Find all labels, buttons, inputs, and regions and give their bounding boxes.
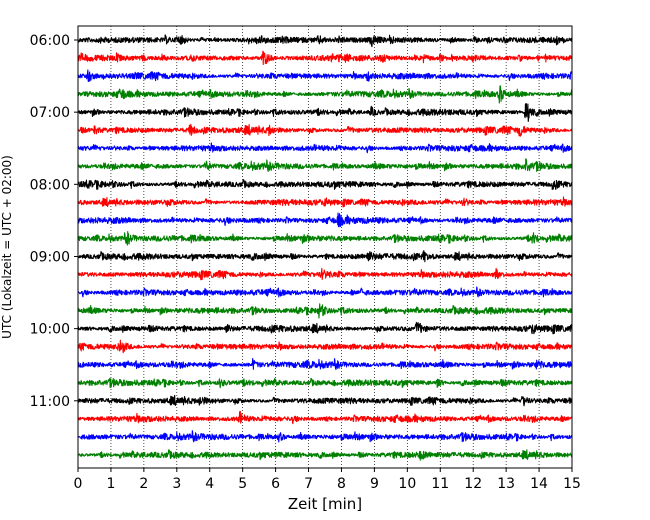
- trace-1130: [77, 430, 573, 443]
- x-tick-label-14: 14: [530, 476, 548, 492]
- x-axis: 0 1 2 3 4 5 6 7 8 9 10 11 12 13 14 15: [74, 468, 581, 492]
- x-tick-label-10: 10: [398, 476, 416, 492]
- y-tick-label-3: 09:00: [30, 249, 70, 265]
- y-axis-label: UTC (Lokalzeit = UTC + 02:00): [0, 155, 14, 339]
- trace-0945: [77, 303, 573, 319]
- y-tick-label-1: 07:00: [30, 105, 70, 121]
- trace-0815: [77, 196, 573, 208]
- x-tick-label-3: 3: [172, 476, 181, 492]
- x-tick-label-2: 2: [139, 476, 148, 492]
- y-tick-label-0: 06:00: [30, 33, 70, 49]
- x-tick-label-1: 1: [106, 476, 115, 492]
- trace-0700: [77, 103, 573, 122]
- trace-0900: [77, 250, 573, 263]
- x-tick-label-15: 15: [563, 476, 581, 492]
- trace-0715: [77, 123, 573, 137]
- x-tick-label-7: 7: [304, 476, 313, 492]
- plot-frame: [77, 25, 573, 469]
- trace-0630: [77, 69, 573, 82]
- y-tick-label-2: 08:00: [30, 177, 70, 193]
- trace-0845: [77, 230, 573, 246]
- trace-0830: [77, 212, 573, 228]
- x-tick-label-4: 4: [205, 476, 214, 492]
- trace-layer: [77, 34, 573, 461]
- trace-0600: [77, 34, 573, 48]
- x-tick-label-13: 13: [497, 476, 515, 492]
- trace-1100: [77, 394, 573, 407]
- trace-0730: [77, 142, 573, 154]
- y-tick-label-5: 11:00: [30, 394, 70, 410]
- x-axis-label: Zeit [min]: [288, 495, 362, 513]
- y-axis: 06:00 07:00 08:00 09:00 10:00 11:00: [30, 33, 78, 410]
- trace-1030: [77, 357, 573, 371]
- trace-1145: [77, 449, 573, 461]
- x-tick-label-8: 8: [337, 476, 346, 492]
- trace-0645: [77, 85, 573, 104]
- trace-0930: [77, 286, 573, 298]
- trace-0745: [77, 158, 573, 172]
- trace-1115: [77, 410, 573, 425]
- x-tick-label-0: 0: [74, 476, 83, 492]
- x-tick-label-6: 6: [271, 476, 280, 492]
- trace-0800: [77, 179, 573, 190]
- trace-1045: [77, 377, 573, 389]
- x-tick-label-11: 11: [431, 476, 449, 492]
- x-tick-label-12: 12: [464, 476, 482, 492]
- x-tick-label-5: 5: [238, 476, 247, 492]
- y-tick-label-4: 10:00: [30, 322, 70, 338]
- trace-0615: [77, 50, 573, 65]
- trace-1000: [77, 321, 573, 335]
- trace-1015: [77, 339, 573, 354]
- trace-0915: [77, 267, 573, 281]
- x-tick-label-9: 9: [370, 476, 379, 492]
